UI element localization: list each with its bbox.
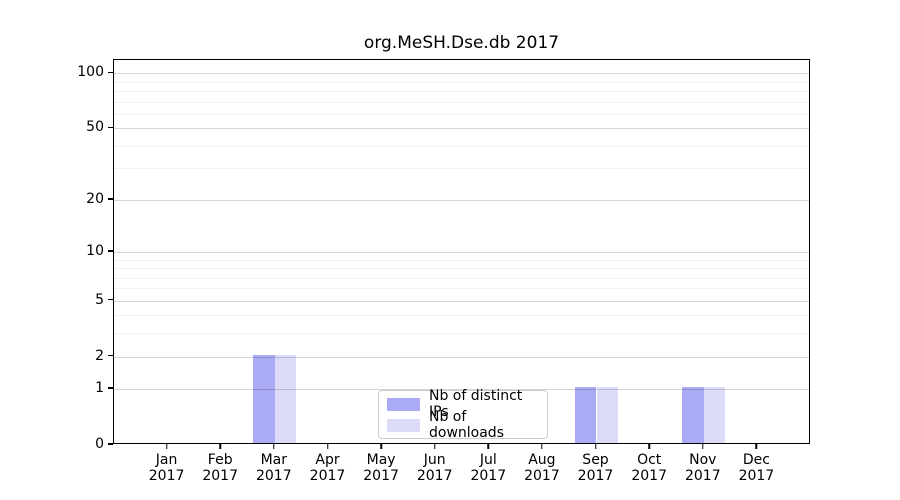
x-tick-mark <box>648 444 650 449</box>
gridline-100 <box>114 73 809 75</box>
gridline-40 <box>114 145 809 147</box>
y-tick-label-10: 10 <box>86 242 104 259</box>
x-tick-mark <box>702 444 704 449</box>
gridline-10 <box>114 251 809 253</box>
x-tick-label-jun: Jun 2017 <box>417 452 453 484</box>
bar-distinct-ips-nov <box>682 387 704 443</box>
x-tick-month: Nov <box>689 452 717 468</box>
x-tick-year: 2017 <box>148 468 185 484</box>
x-tick-year: 2017 <box>470 468 507 484</box>
x-tick-mark <box>755 444 758 449</box>
gridline-9 <box>114 259 809 261</box>
x-tick-mark <box>594 444 597 449</box>
x-tick-label-aug: Aug 2017 <box>524 452 560 484</box>
x-tick-month: Apr <box>315 452 340 468</box>
gridline-3 <box>114 333 809 335</box>
gridline-70 <box>114 101 809 103</box>
gridline-4 <box>114 315 809 317</box>
x-tick-month: Oct <box>637 452 662 468</box>
y-tick-label-0: 0 <box>95 436 104 452</box>
x-tick-month: Jun <box>423 452 446 468</box>
x-tick-mark <box>273 444 275 449</box>
x-tick-year: 2017 <box>684 468 721 484</box>
y-tick-label-2: 2 <box>95 347 104 364</box>
x-tick-mark <box>487 444 490 449</box>
y-tick-label-50: 50 <box>86 119 104 136</box>
y-tick-mark <box>108 198 113 200</box>
y-tick-mark <box>108 71 113 73</box>
x-tick-month: May <box>366 452 396 468</box>
bar-distinct-ips-sep <box>575 387 597 443</box>
x-tick-label-jul: Jul 2017 <box>470 452 506 484</box>
gridline-8 <box>114 268 809 269</box>
x-tick-label-feb: Feb 2017 <box>202 452 238 484</box>
x-tick-mark <box>541 444 543 449</box>
gridline-50 <box>114 128 809 130</box>
x-tick-month: Sep <box>582 452 609 468</box>
gridline-2 <box>114 356 809 358</box>
y-tick-mark <box>108 354 113 357</box>
x-tick-label-oct: Oct 2017 <box>631 452 667 484</box>
legend-item-downloads: Nb of downloads <box>387 409 539 441</box>
x-tick-month: Jan <box>155 452 178 468</box>
x-tick-label-dec: Dec 2017 <box>739 452 775 484</box>
x-tick-mark <box>380 444 382 449</box>
x-tick-mark <box>433 444 436 449</box>
legend-swatch-distinct-ips <box>387 397 420 411</box>
x-tick-mark <box>326 444 329 449</box>
x-tick-label-mar: Mar 2017 <box>256 452 292 484</box>
plot-area <box>113 59 810 444</box>
x-tick-month: Jul <box>479 452 497 468</box>
x-tick-month: Dec <box>742 452 770 468</box>
x-tick-year: 2017 <box>255 468 292 484</box>
x-tick-mark <box>219 444 221 449</box>
legend: Nb of distinct IPs Nb of downloads <box>378 388 548 441</box>
y-tick-mark <box>108 298 113 301</box>
x-tick-year: 2017 <box>309 468 346 484</box>
gridline-20 <box>114 199 809 201</box>
gridline-90 <box>114 81 809 83</box>
x-tick-label-apr: Apr 2017 <box>310 452 346 484</box>
legend-item-distinct-ips: Nb of distinct IPs <box>387 388 539 420</box>
x-tick-month: Mar <box>260 452 288 468</box>
x-tick-year: 2017 <box>202 468 239 484</box>
x-tick-label-nov: Nov 2017 <box>685 452 721 484</box>
y-tick-label-1: 1 <box>95 380 104 397</box>
gridline-1 <box>114 389 809 391</box>
bar-downloads-sep <box>596 387 618 443</box>
x-tick-label-may: May 2017 <box>363 452 399 484</box>
legend-swatch-downloads <box>387 418 420 432</box>
y-tick-mark <box>108 443 113 445</box>
x-tick-year: 2017 <box>416 468 453 484</box>
y-tick-label-100: 100 <box>77 64 104 81</box>
gridline-7 <box>114 277 809 279</box>
gridline-80 <box>114 91 809 92</box>
x-tick-year: 2017 <box>738 468 775 484</box>
gridline-5 <box>114 300 809 302</box>
bar-downloads-nov <box>703 387 726 443</box>
chart-title: org.MeSH.Dse.db 2017 <box>363 33 560 53</box>
x-tick-year: 2017 <box>363 468 399 484</box>
legend-label-distinct-ips: Nb of distinct IPs <box>429 388 523 420</box>
legend-label-downloads: Nb of downloads <box>429 409 504 441</box>
x-tick-year: 2017 <box>524 468 560 484</box>
x-tick-month: Feb <box>207 452 233 468</box>
gridline-6 <box>114 288 809 290</box>
x-tick-month: Aug <box>528 452 556 468</box>
x-tick-mark <box>165 444 168 449</box>
gridline-30 <box>114 168 809 170</box>
x-tick-label-jan: Jan 2017 <box>149 452 185 484</box>
y-tick-label-20: 20 <box>86 190 104 207</box>
bar-downloads-mar <box>274 354 297 443</box>
gridline-60 <box>114 113 809 115</box>
y-tick-mark <box>108 126 113 128</box>
x-tick-year: 2017 <box>631 468 668 484</box>
x-tick-year: 2017 <box>577 468 614 484</box>
y-tick-mark <box>108 387 113 389</box>
y-tick-mark <box>108 250 113 252</box>
y-tick-label-5: 5 <box>95 291 104 308</box>
x-tick-label-sep: Sep 2017 <box>578 452 614 484</box>
bar-distinct-ips-mar <box>253 354 275 443</box>
